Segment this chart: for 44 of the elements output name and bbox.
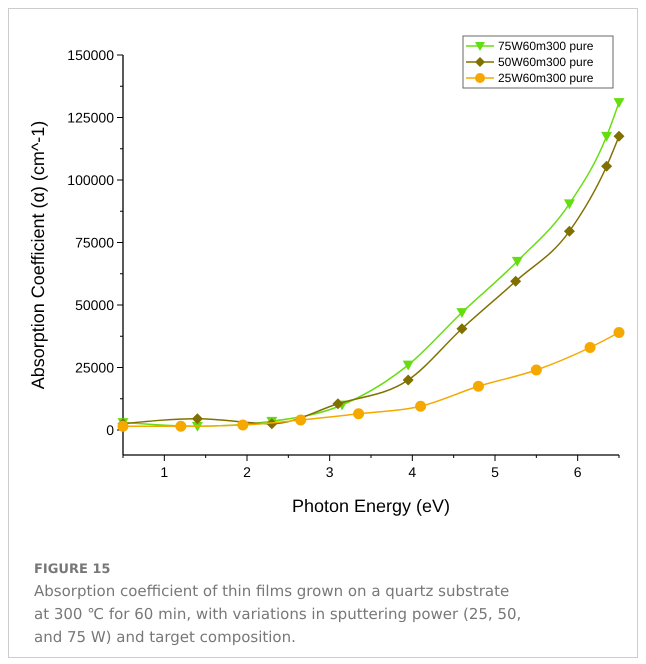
point [175,420,186,432]
legend-label: 50W60m300 pure [498,55,594,69]
legend-label: 25W60m300 pure [498,71,594,85]
point [192,413,203,424]
y-tick-label: 0 [106,422,114,438]
point [601,132,612,142]
y-tick-label: 125000 [67,110,114,126]
x-axis-title: Photon Energy (eV) [292,496,450,516]
point [512,256,523,267]
x-tick-label: 6 [574,464,582,480]
point [530,364,542,376]
point [601,160,612,172]
y-tick-label: 150000 [67,47,114,63]
point [564,226,575,237]
text: Absorption coefficient of thin films grown on a quartz substrate at 300 ℃ for 60 min, with variations in sputtering power (25, 50, and 75 W) and target composition. [34,582,522,646]
point [456,323,468,334]
point [614,327,624,338]
point [472,380,484,392]
y-tick-label: 25000 [75,360,114,376]
x-tick-label: 2 [243,464,252,480]
y-tick-label: 75000 [75,234,114,250]
legend-label: 75W60m300 pure [498,39,594,53]
caption: FIGURE 15 [34,562,110,577]
x-tick-label: 5 [491,464,500,480]
point [295,414,306,426]
point [415,400,426,412]
y-tick-label: 100000 [67,172,114,188]
point [402,360,414,370]
point [353,408,364,420]
point [118,420,128,432]
point [584,342,596,353]
point [564,199,575,210]
point [510,276,522,287]
y-tick-label: 50000 [75,297,114,313]
point [332,398,344,410]
x-tick-label: 1 [160,464,168,480]
point [614,98,624,108]
y-axis-title: Absorption Coefficient (α) (cm^-1) [28,120,48,390]
x-tick-label: 3 [326,464,334,480]
point [614,130,624,142]
point [456,308,468,318]
x-tick-label: 4 [408,464,416,480]
point [402,374,414,386]
point [237,420,248,430]
